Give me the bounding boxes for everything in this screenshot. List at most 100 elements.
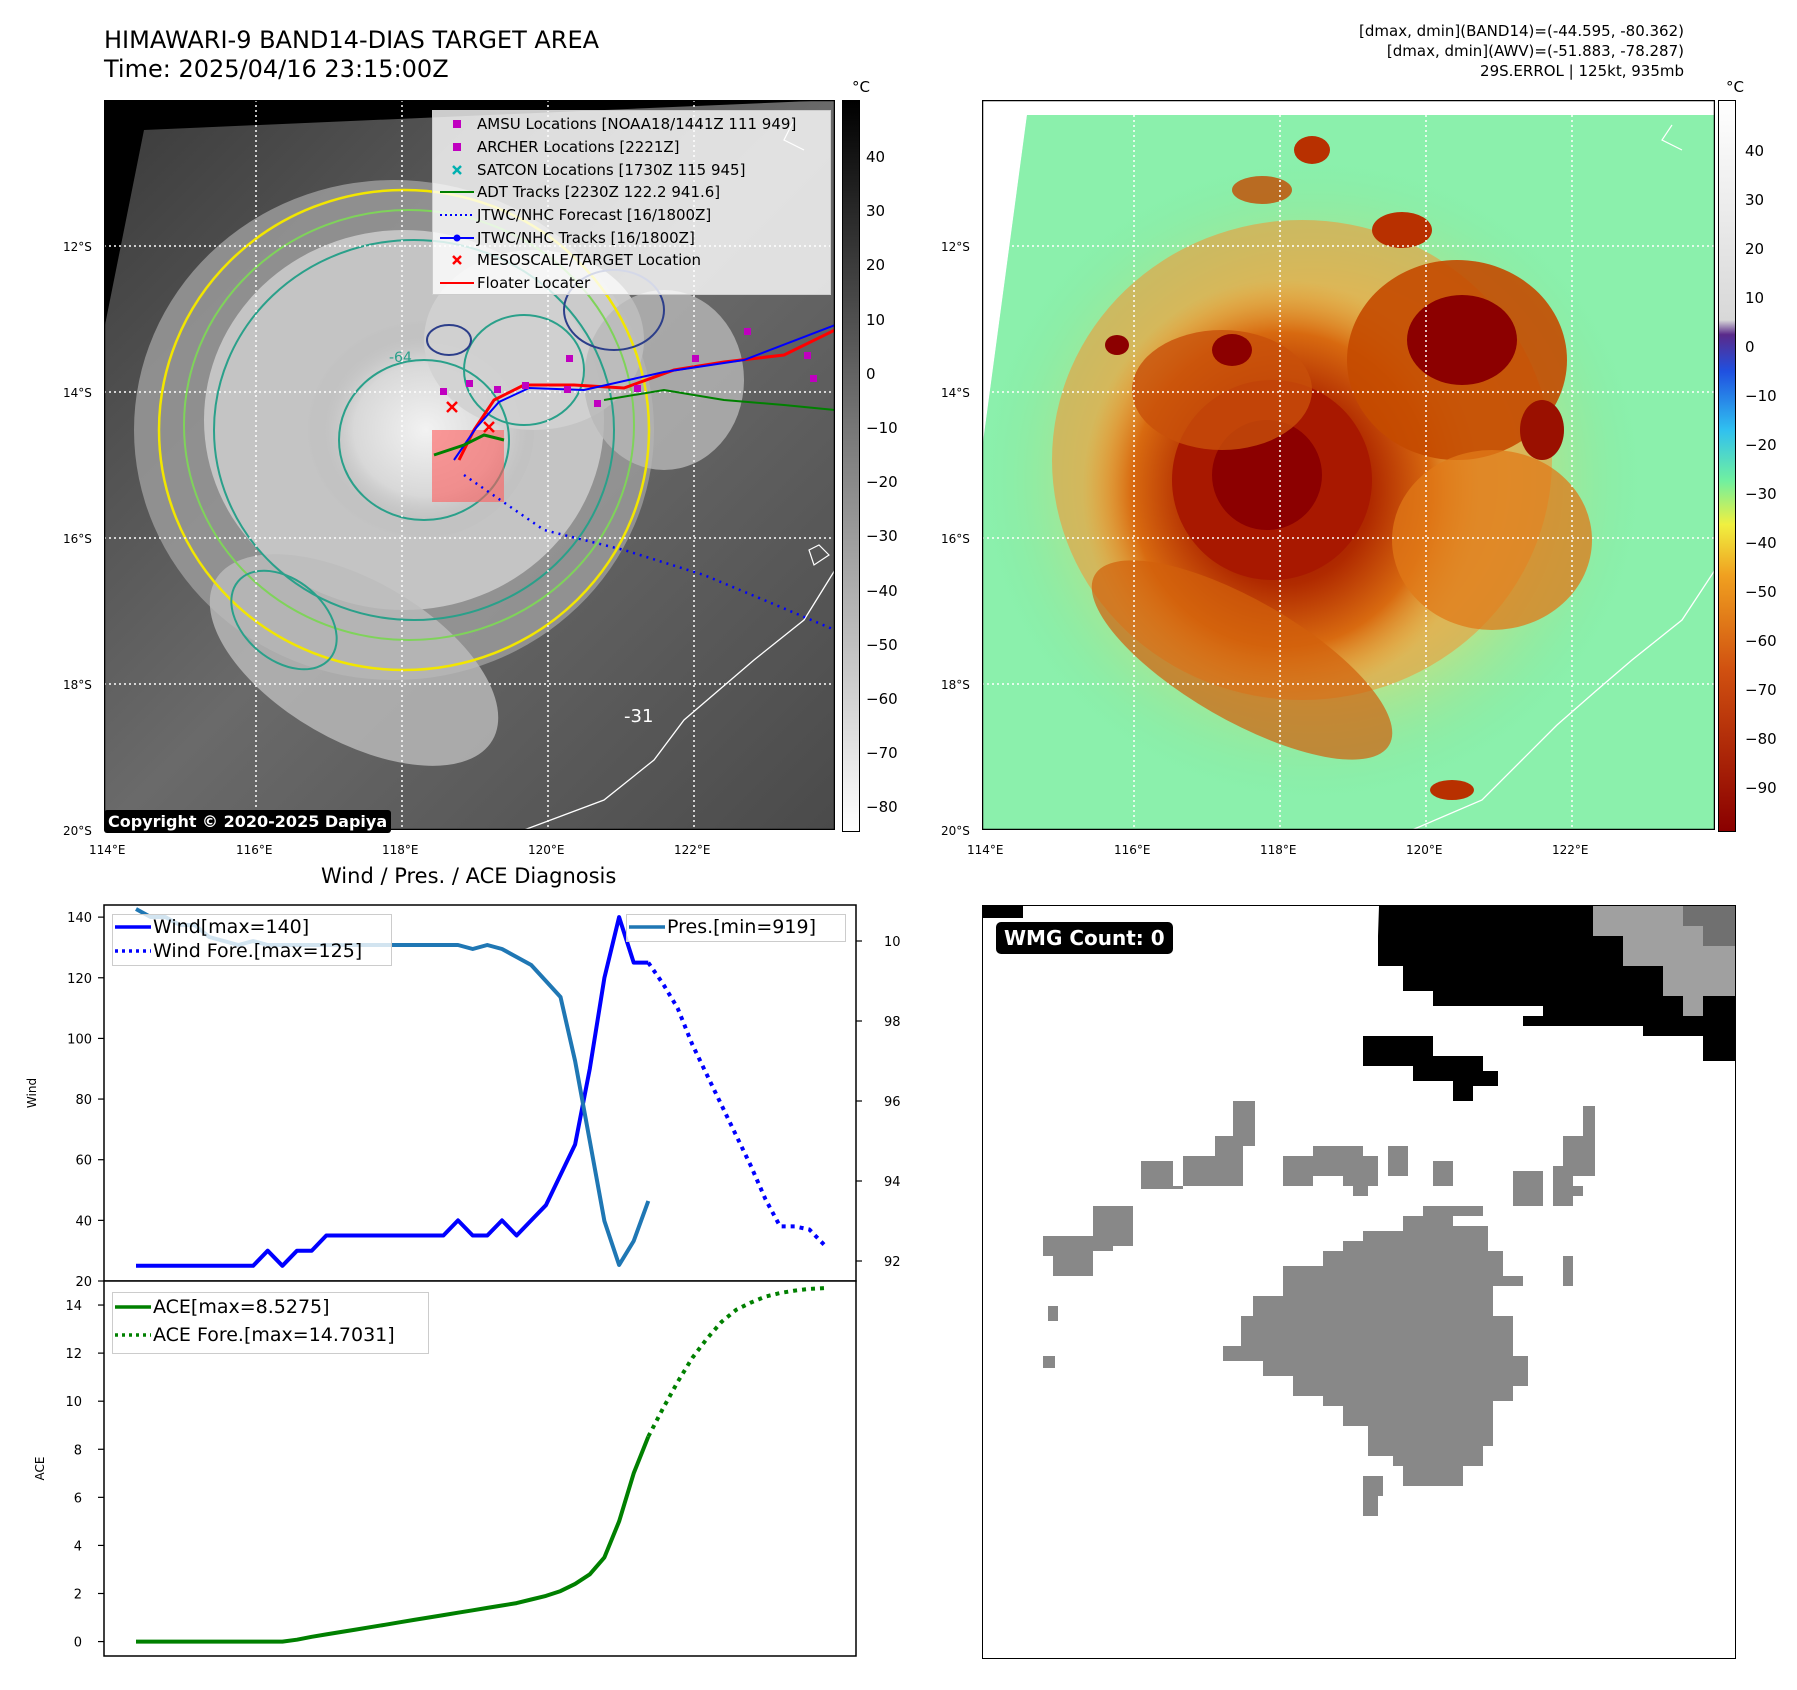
colorbar-tick: 10 <box>1745 289 1765 307</box>
legend-swatch <box>437 118 477 130</box>
y-tick-label: 14 <box>65 1299 82 1314</box>
colorbar-tick: 20 <box>1745 240 1765 258</box>
color-map-panel <box>981 99 1716 831</box>
colorbar-tick: −30 <box>1745 485 1777 503</box>
legend-item: Floater Locater <box>437 272 826 295</box>
colorbar-tick: −80 <box>1745 730 1777 748</box>
lat-label: 14°S <box>63 386 92 400</box>
ace-series-line <box>136 1435 651 1644</box>
wmg-count-badge: WMG Count: 0 <box>996 922 1173 954</box>
lon-label: 118°E <box>382 843 419 857</box>
y-tick-label: 4 <box>74 1539 82 1554</box>
legend-label: ARCHER Locations [2221Z] <box>477 138 680 157</box>
lat-label: 16°S <box>941 532 970 546</box>
y-tick-label: 80 <box>75 1093 92 1108</box>
legend-label: Floater Locater <box>477 274 591 293</box>
dmax-awv-label: [dmax, dmin](AWV)=(-51.883, -78.287) <box>1386 42 1684 60</box>
main-title: HIMAWARI-9 BAND14-DIAS TARGET AREA <box>104 26 600 54</box>
lon-label: 118°E <box>1260 843 1297 857</box>
colorbar-tick: 10 <box>866 310 886 329</box>
y-tick-label: 6 <box>74 1491 82 1506</box>
legend-item: ARCHER Locations [2221Z] <box>437 136 826 159</box>
color-map-image <box>981 99 1716 831</box>
y2-tick-label: 960 <box>884 1095 900 1110</box>
ace-forecast-line <box>646 1286 825 1438</box>
copyright-label: Copyright © 2020-2025 Dapiya <box>104 810 392 833</box>
colorbar-tick: 20 <box>866 256 886 275</box>
lat-label: 18°S <box>941 678 970 692</box>
wind-forecast-line <box>646 961 826 1246</box>
y2-tick-label: 920 <box>884 1255 900 1270</box>
legend-label: AMSU Locations [NOAA18/1441Z 111 949] <box>477 115 797 134</box>
y-axis-label: ACE <box>33 1457 47 1481</box>
wind-pres-plot-area <box>103 904 857 1282</box>
y-tick-label: 40 <box>75 1214 92 1229</box>
y-axis-label: Wind <box>25 1078 39 1108</box>
legend-swatch <box>437 280 477 286</box>
lat-label: 20°S <box>941 824 970 838</box>
contour-label: -31 <box>624 706 653 727</box>
lon-label: 122°E <box>1552 843 1589 857</box>
lon-label: 116°E <box>1114 843 1151 857</box>
diagnosis-chart: 20 40 60 80 100 120 140 920 940 960 980 1000 0 2 4 6 8 10… <box>25 904 900 1657</box>
legend-label: Pres.[min=919] <box>667 916 816 938</box>
colorbar-tick: −50 <box>1745 583 1777 601</box>
y2-tick-label: 980 <box>884 1015 900 1030</box>
colorbar-gray <box>842 100 860 832</box>
colorbar-tick: −40 <box>1745 534 1777 552</box>
storm-info-label: 29S.ERROL | 125kt, 935mb <box>1480 62 1684 80</box>
colorbar-tick: −90 <box>1745 779 1777 797</box>
colorbar-tick: −40 <box>866 581 898 600</box>
legend-label: JTWC/NHC Tracks [16/1800Z] <box>477 228 695 247</box>
y-tick-label: 140 <box>67 911 92 926</box>
colorbar-color <box>1718 100 1736 832</box>
legend-label: Wind Fore.[max=125] <box>153 940 363 962</box>
y-tick-label: 12 <box>65 1347 82 1362</box>
colorbar-tick: 0 <box>1745 338 1755 356</box>
lat-label: 14°S <box>941 386 970 400</box>
legend-label: MESOSCALE/TARGET Location <box>477 251 702 270</box>
legend-swatch <box>437 164 477 176</box>
legend-label: ACE Fore.[max=14.7031] <box>153 1324 395 1346</box>
y-tick-label: 20 <box>75 1275 92 1290</box>
wind-series-line <box>136 915 649 1268</box>
legend-label: JTWC/NHC Forecast [16/1800Z] <box>477 206 712 225</box>
lat-label: 12°S <box>63 240 92 254</box>
colorbar-tick: 30 <box>866 202 886 221</box>
contour-label-2: -64 <box>389 350 412 366</box>
y2-tick-label: 940 <box>884 1175 900 1190</box>
dmax-band14-label: [dmax, dmin](BAND14)=(-44.595, -80.362) <box>1359 22 1684 40</box>
lat-label: 20°S <box>63 824 92 838</box>
legend-item: MESOSCALE/TARGET Location <box>437 249 826 272</box>
time-label: Time: 2025/04/16 23:15:00Z <box>104 55 449 83</box>
y2-tick-label: 1000 <box>884 935 900 950</box>
lon-label: 114°E <box>89 843 126 857</box>
colorbar-tick: 0 <box>866 364 876 383</box>
colorbar-tick: −60 <box>866 690 898 708</box>
legend-swatch <box>437 212 477 218</box>
colorbar-tick: −50 <box>866 635 898 654</box>
lat-label: 12°S <box>941 240 970 254</box>
y-tick-label: 8 <box>74 1443 82 1458</box>
legend-label: ADT Tracks [2230Z 122.2 941.6] <box>477 183 721 202</box>
lat-label: 16°S <box>63 532 92 546</box>
colorbar-tick: −70 <box>866 744 898 763</box>
diag-title: Wind / Pres. / ACE Diagnosis <box>321 864 617 888</box>
colorbar-tick: −20 <box>1745 436 1777 454</box>
lat-label: 18°S <box>63 678 92 692</box>
legend-swatch <box>437 234 477 242</box>
map-legend: AMSU Locations [NOAA18/1441Z 111 949] ARC… <box>432 110 831 295</box>
legend-item: AMSU Locations [NOAA18/1441Z 111 949] <box>437 113 826 136</box>
legend-swatch <box>437 141 477 153</box>
colorbar-tick: −10 <box>1745 387 1777 405</box>
colorbar-tick: −10 <box>866 419 898 437</box>
colorbar-tick: −60 <box>1745 632 1777 650</box>
y-tick-label: 10 <box>65 1395 82 1410</box>
colorbar-tick: 40 <box>1745 142 1765 160</box>
colorbar-tick: −30 <box>866 527 898 546</box>
lon-label: 122°E <box>674 843 711 857</box>
wmg-image <box>983 906 1735 1516</box>
y-tick-label: 100 <box>67 1032 92 1047</box>
colorbar-unit-gray: °C <box>852 78 870 96</box>
colorbar-tick: −70 <box>1745 681 1777 699</box>
